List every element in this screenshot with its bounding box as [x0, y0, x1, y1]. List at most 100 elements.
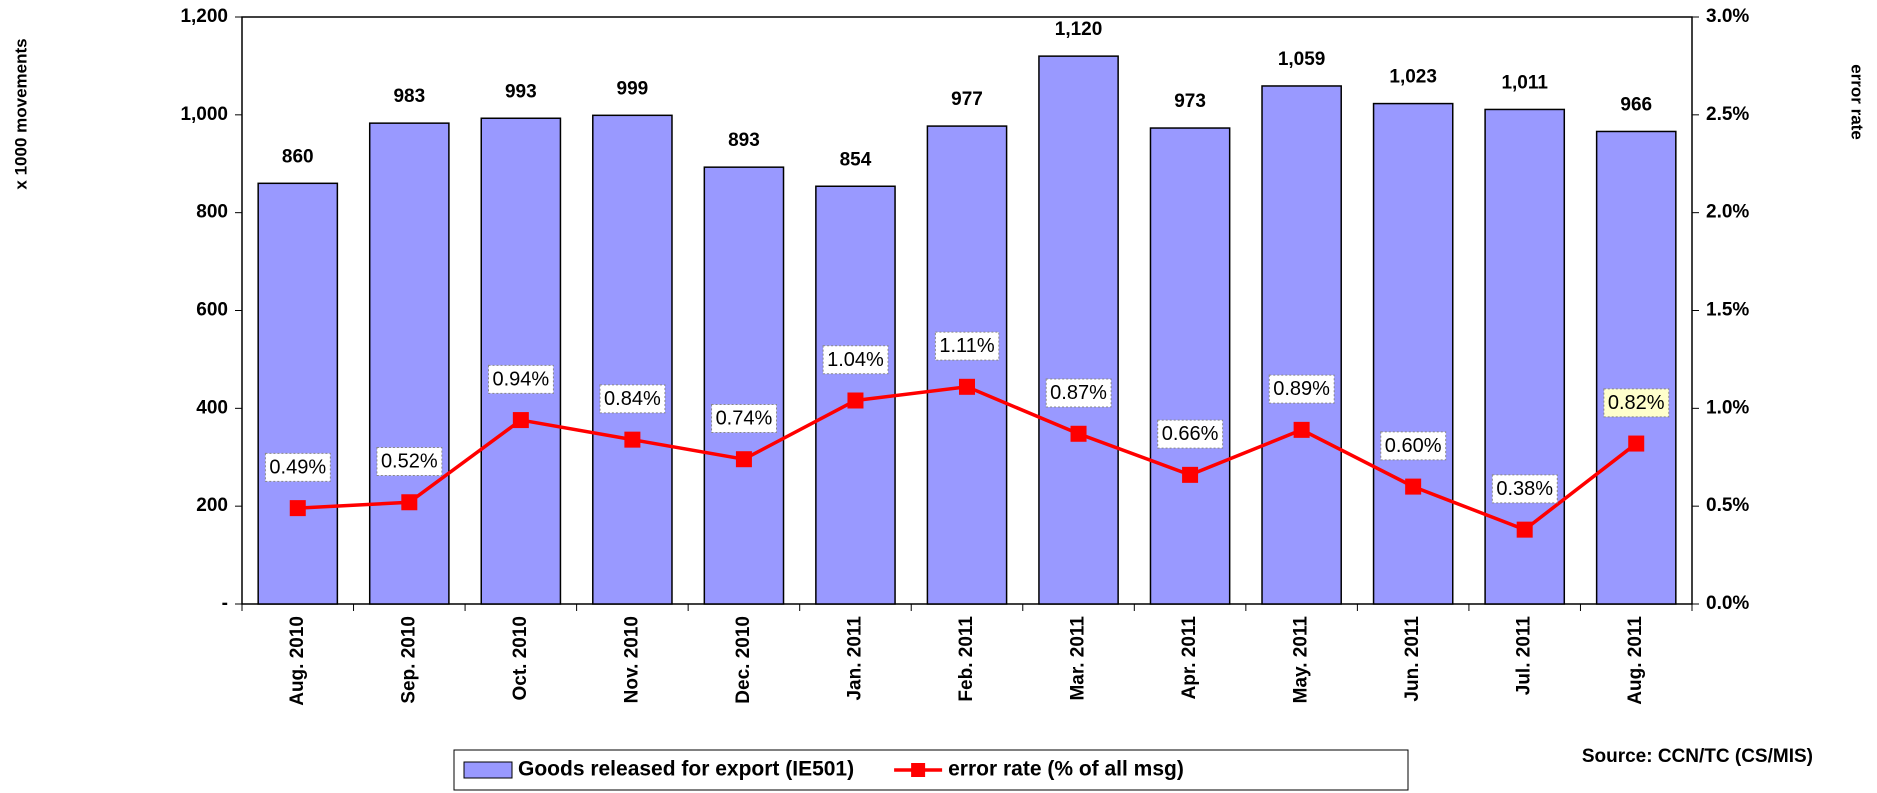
source: Source: CCN/TC (CS/MIS) [1582, 746, 1813, 767]
bar [1372, 102, 1454, 605]
y2-tick-label: 1.0% [1706, 397, 1749, 418]
label-box [487, 364, 554, 394]
bar [1484, 108, 1566, 605]
y-tick-label: 800 [196, 202, 228, 223]
label-box [599, 384, 666, 414]
label-box [1380, 431, 1447, 461]
line-value-label: 0.49% [264, 452, 331, 482]
line-marker [1182, 466, 1199, 483]
line-value-label: 0.89% [1268, 374, 1335, 404]
x-tick-label: Nov. 2010 [621, 616, 642, 703]
bar-value-label: 1,023 [1389, 67, 1437, 88]
bar-value-label: 854 [840, 149, 872, 170]
label-box [1268, 374, 1335, 404]
line-value-label-text: 1.04% [827, 349, 884, 371]
bar [368, 122, 450, 605]
label-box [264, 452, 331, 482]
bar-value-label: 993 [505, 81, 537, 102]
bar-value-label: 983 [393, 86, 425, 107]
line-value-label-text: 0.74% [716, 407, 773, 429]
line-value-label-text: 1.11% [939, 335, 994, 357]
line-marker [1628, 435, 1645, 452]
line-value-label: 0.38% [1491, 474, 1558, 504]
line-value-label: 0.94% [487, 364, 554, 394]
line-marker [1405, 478, 1422, 495]
line-marker [1293, 421, 1310, 438]
bar [1595, 130, 1677, 605]
line-value-label: 1.04% [822, 345, 889, 375]
line-marker [1516, 521, 1533, 538]
y-tick-label: 1,200 [180, 6, 228, 27]
bar [703, 166, 785, 605]
bar [480, 117, 562, 605]
legend-swatch [463, 761, 513, 779]
legend-swatch-marker [911, 763, 926, 777]
legend-label: error rate (% of all msg) [948, 758, 1184, 781]
y2-tick-label: 1.5% [1706, 300, 1749, 321]
y-tick-label: 400 [196, 397, 228, 418]
bar [1261, 85, 1342, 605]
line-value-label-text: 0.38% [1496, 478, 1553, 500]
x-tick-label: Apr. 2011 [1179, 616, 1200, 700]
line-value-label: 1.11% [934, 331, 1000, 361]
y-tick-label: - [222, 593, 228, 614]
line-value-label-text: 0.60% [1385, 435, 1442, 457]
line-value-label: 0.74% [711, 403, 777, 433]
x-tick-label: Feb. 2011 [956, 616, 977, 702]
bar [592, 114, 673, 605]
label-box [1157, 419, 1224, 449]
label-box [376, 447, 443, 477]
line-value-label: 0.66% [1157, 419, 1224, 449]
line-value-label: 0.52% [376, 447, 443, 477]
bar [926, 125, 1008, 605]
line-value-label-text: 0.49% [269, 456, 326, 478]
bar-value-label: 1,120 [1055, 19, 1103, 40]
y-tick-label: 600 [196, 300, 228, 321]
line-marker [959, 378, 975, 395]
line-value-label-text: 0.94% [492, 368, 549, 390]
legend-label: Goods released for export (IE501) [518, 758, 854, 781]
line-value-label: 0.84% [599, 384, 666, 414]
bar-value-label: 999 [617, 78, 649, 99]
label-box [1045, 378, 1112, 408]
y2-tick-label: 2.5% [1706, 104, 1749, 125]
bar-value-label: 1,011 [1501, 72, 1548, 93]
y2-axis-title: error rate [1848, 64, 1867, 140]
line-value-label-text: 0.52% [381, 451, 438, 473]
bar [257, 182, 339, 605]
bar [1038, 55, 1119, 605]
x-tick-label: Jul. 2011 [1514, 616, 1535, 696]
y-tick-label: 200 [196, 495, 228, 516]
bar-value-label: 973 [1174, 91, 1206, 112]
x-tick-label: Oct. 2010 [510, 616, 531, 701]
x-tick-label: Dec. 2010 [733, 616, 754, 704]
bar-value-label: 1,059 [1278, 49, 1326, 70]
y2-tick-label: 0.0% [1706, 593, 1749, 614]
bar-value-label: 860 [282, 146, 314, 167]
label-box [1603, 388, 1670, 418]
y2-tick-label: 2.0% [1706, 202, 1749, 223]
line-value-label-text: 0.66% [1162, 423, 1219, 445]
line-value-label: 0.82% [1603, 388, 1670, 418]
label-box [934, 331, 1000, 361]
label-box [1491, 474, 1558, 504]
bar-value-label: 966 [1620, 94, 1652, 115]
x-tick-label: May. 2011 [1291, 616, 1312, 704]
bar-value-label: 893 [728, 130, 760, 151]
line-marker [1070, 425, 1087, 442]
y-tick-label: 1,000 [180, 104, 228, 125]
label-box [822, 345, 889, 375]
label-box [711, 403, 777, 433]
line-value-label-text: 0.87% [1050, 382, 1107, 404]
y2-tick-label: 0.5% [1706, 495, 1749, 516]
line-marker [735, 451, 752, 468]
x-tick-label: Sep. 2010 [398, 616, 419, 704]
x-tick-label: Aug. 2010 [287, 616, 308, 706]
line-value-label: 0.60% [1380, 431, 1447, 461]
line-marker [401, 494, 418, 511]
line-marker [624, 431, 641, 448]
bar [1149, 127, 1231, 605]
line-value-label-text: 0.89% [1273, 378, 1330, 400]
line-marker [289, 500, 306, 517]
